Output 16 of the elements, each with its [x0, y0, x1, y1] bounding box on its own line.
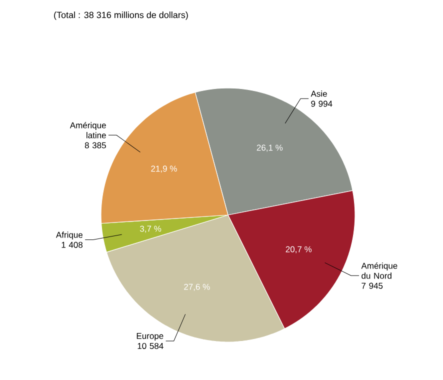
- data-label: 10 584: [138, 342, 164, 349]
- data-label: 7 945: [362, 282, 383, 289]
- text: 26,1 %: [256, 144, 283, 152]
- data-label: 1 408: [62, 242, 83, 248]
- slice-label: Amérique du Nord: [361, 262, 398, 279]
- text: 27,6 %: [184, 284, 210, 291]
- slice-label: Amérique latine: [70, 122, 106, 138]
- slice-label: Asie: [310, 90, 327, 97]
- text: 3,7 %: [140, 226, 162, 233]
- data-label: 8 385: [84, 142, 106, 148]
- slice-label: Afrique: [56, 232, 83, 240]
- chart-title: (Total : 38 316 millions de dollars): [54, 12, 188, 20]
- text: 21,9 %: [151, 166, 177, 173]
- slice-label: Europe: [136, 333, 164, 341]
- data-label: 9 994: [311, 100, 332, 107]
- text: 20,7 %: [286, 246, 312, 254]
